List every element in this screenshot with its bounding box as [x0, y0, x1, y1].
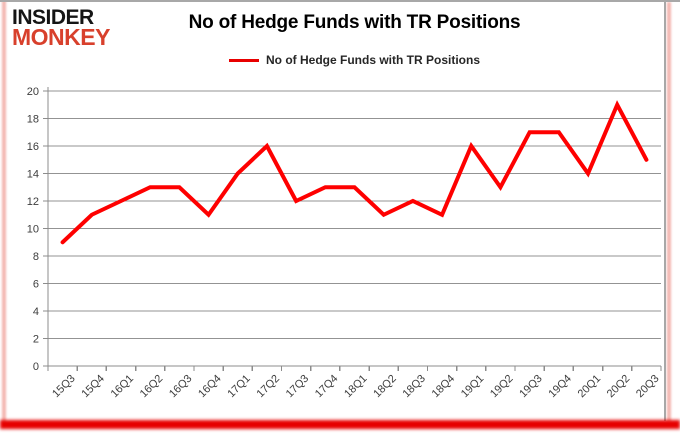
x-tick-label: 18Q3	[400, 373, 428, 401]
chart-legend: No of Hedge Funds with TR Positions	[48, 53, 661, 67]
gridlines	[48, 90, 661, 339]
x-tick-label: 17Q1	[225, 373, 253, 401]
x-tick-label: 17Q3	[284, 373, 312, 401]
x-tick-label: 20Q3	[634, 373, 662, 401]
x-tick-label: 19Q4	[546, 373, 574, 401]
y-tick-label: 10	[27, 224, 39, 236]
x-tick-label: 20Q1	[576, 373, 604, 401]
y-tick-label: 16	[27, 141, 39, 153]
y-tick-label: 2	[33, 334, 39, 346]
axes	[43, 87, 662, 371]
x-tick-label: 19Q3	[517, 373, 545, 401]
y-tick-label: 4	[33, 306, 39, 318]
x-tick-label: 19Q2	[488, 373, 516, 401]
border-right	[664, 1, 666, 421]
legend-line-swatch	[229, 58, 259, 62]
x-tick-label: 16Q3	[167, 373, 195, 401]
x-tick-label: 15Q3	[50, 373, 78, 401]
x-tick-label: 16Q1	[109, 373, 137, 401]
x-tick-label: 18Q1	[342, 373, 370, 401]
chart-title: No of Hedge Funds with TR Positions	[188, 12, 521, 33]
y-tick-label: 14	[27, 169, 39, 181]
y-tick-label: 8	[33, 251, 39, 263]
y-tick-label: 12	[27, 196, 39, 208]
y-tick-label: 18	[27, 114, 39, 126]
x-tick-label: 20Q2	[605, 373, 633, 401]
border-top	[0, 0, 680, 2]
insider-monkey-logo: INSIDER MONKEY	[12, 6, 110, 51]
legend-label: No of Hedge Funds with TR Positions	[266, 53, 480, 67]
x-tick-label: 18Q2	[371, 373, 399, 401]
y-tick-label: 0	[33, 361, 39, 373]
logo-text-monkey: MONKEY	[12, 24, 110, 51]
x-axis-labels: 15Q3 15Q4 16Q1 16Q2 16Q3 16Q4 17Q1 17Q2 17Q3 17Q4…	[50, 373, 661, 401]
x-tick-label: 19Q1	[459, 373, 487, 401]
y-axis-labels: 0 2 4 6 8 10 12 14 16 18 20	[27, 86, 39, 373]
border-right-glow	[667, 2, 671, 422]
series-line	[60, 100, 649, 245]
border-left	[2, 0, 6, 424]
logo-text-insider: INSIDER	[12, 6, 94, 29]
x-tick-label: 17Q4	[313, 373, 341, 401]
y-tick-label: 6	[33, 279, 39, 291]
x-tick-label: 17Q2	[255, 373, 283, 401]
y-tick-label: 20	[27, 86, 39, 98]
border-bottom	[0, 420, 680, 429]
x-tick-label: 16Q4	[196, 373, 224, 401]
x-tick-label: 15Q4	[79, 373, 107, 401]
x-tick-label: 18Q4	[430, 373, 458, 401]
x-tick-label: 16Q2	[138, 373, 166, 401]
